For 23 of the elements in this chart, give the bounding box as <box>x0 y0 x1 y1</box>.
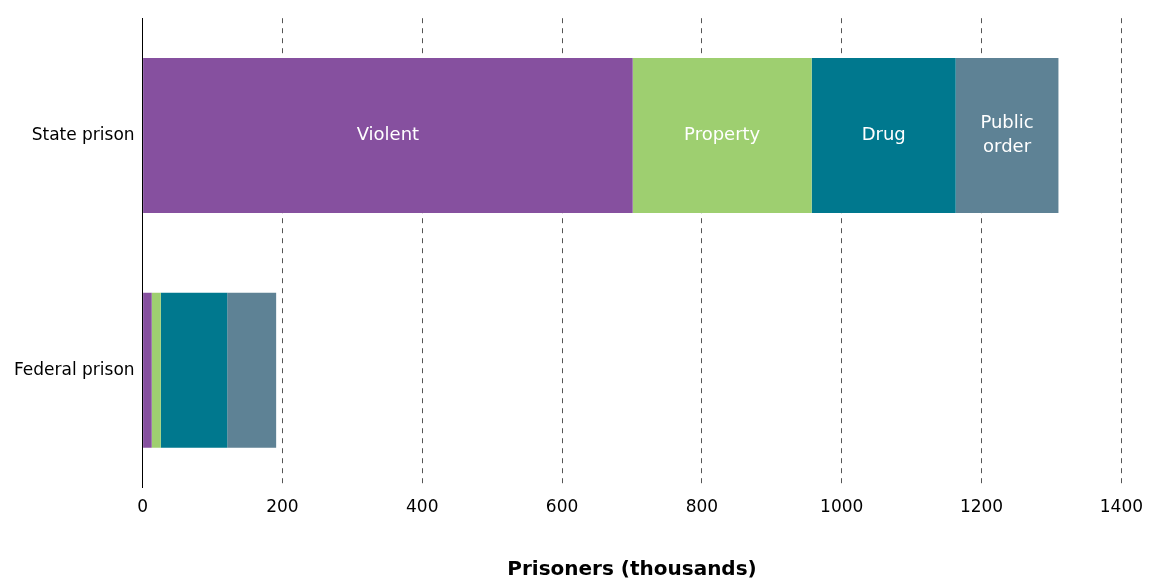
series-label: Public order <box>980 111 1034 157</box>
bar <box>151 292 161 448</box>
series-label: Drug <box>861 123 906 145</box>
x-tick-label: 1400 <box>1099 496 1143 517</box>
bar <box>227 292 277 448</box>
x-tick-label: 0 <box>137 496 149 517</box>
x-tick-label: 400 <box>406 496 439 517</box>
bar <box>632 58 812 213</box>
x-tick-label: 600 <box>545 496 579 517</box>
x-axis-title: Prisoners (thousands) <box>507 556 757 581</box>
x-tick-label: 1200 <box>959 496 1004 517</box>
x-tick-label: 200 <box>266 496 299 517</box>
series-label: Violent <box>356 123 420 145</box>
bar <box>160 292 228 448</box>
bar <box>955 58 1059 213</box>
series-label: Property <box>684 123 761 145</box>
x-tick-label: 1000 <box>820 496 864 517</box>
bar <box>811 58 956 213</box>
bar <box>143 58 633 213</box>
bar <box>143 292 152 448</box>
y-tick-label: State prison <box>31 123 135 144</box>
x-tick-label: 800 <box>685 496 719 517</box>
y-tick-label: Federal prison <box>13 358 135 379</box>
